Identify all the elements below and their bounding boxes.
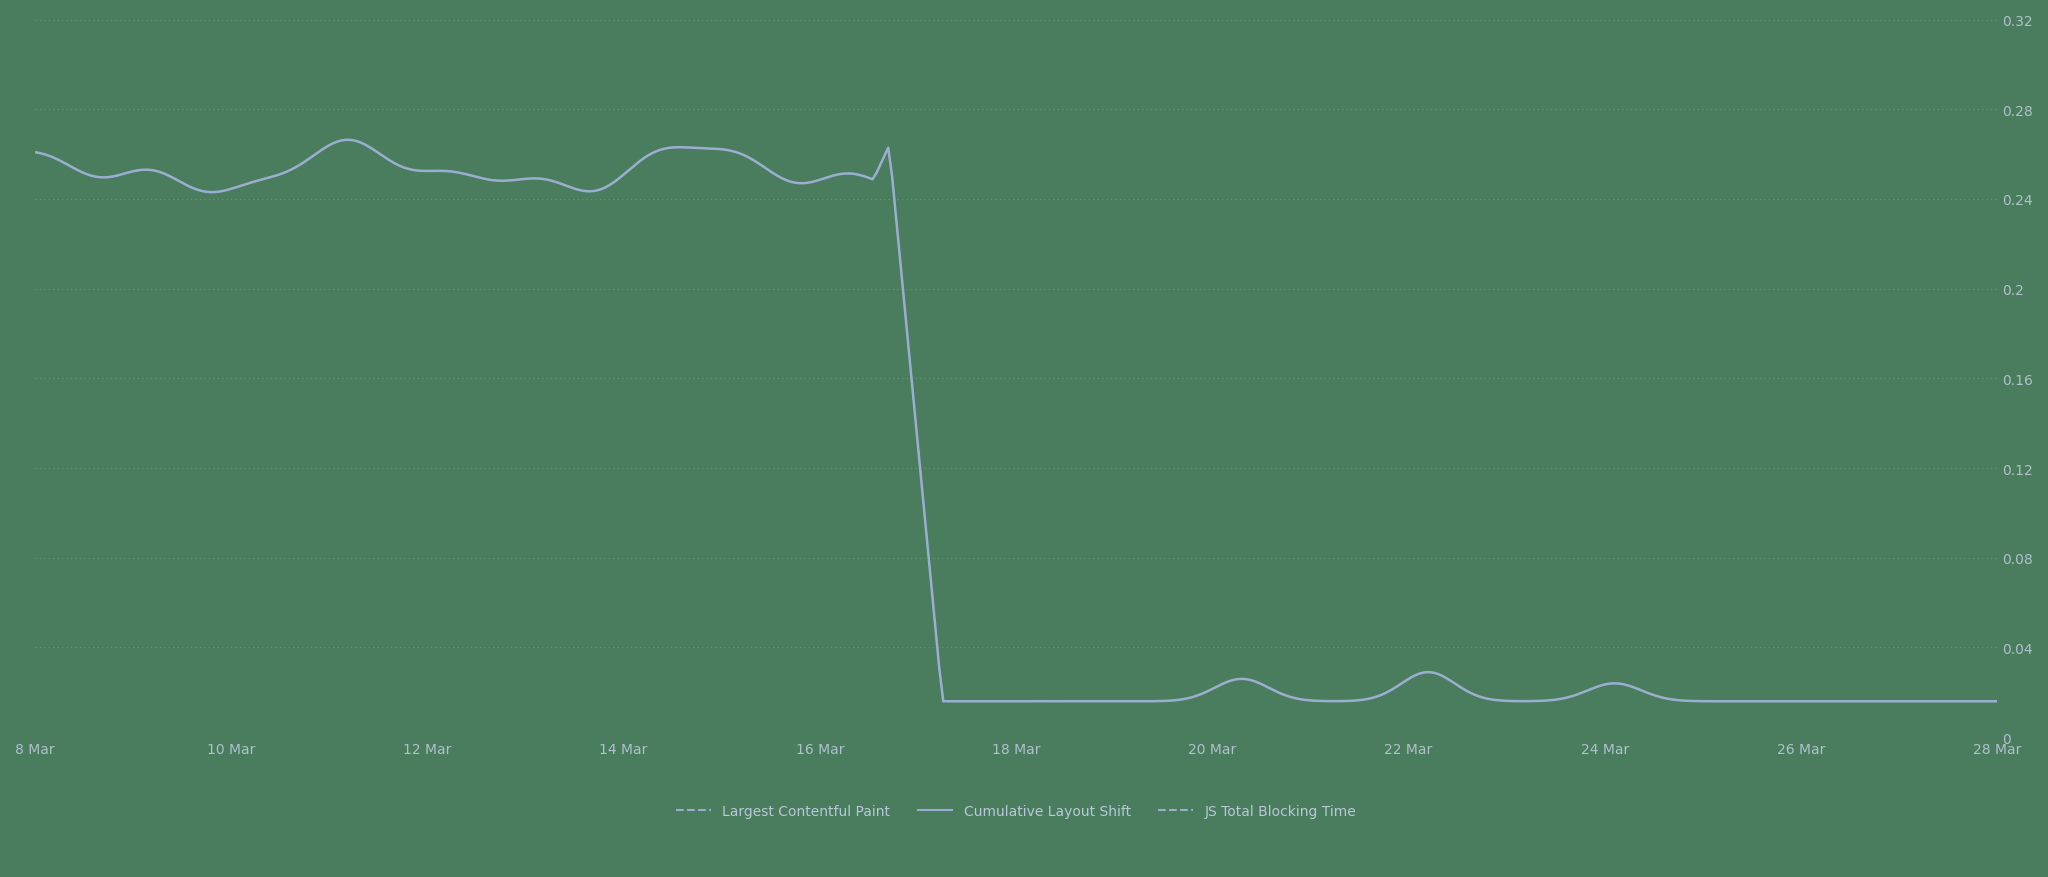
- Legend: Largest Contentful Paint, Cumulative Layout Shift, JS Total Blocking Time: Largest Contentful Paint, Cumulative Lay…: [670, 798, 1362, 824]
